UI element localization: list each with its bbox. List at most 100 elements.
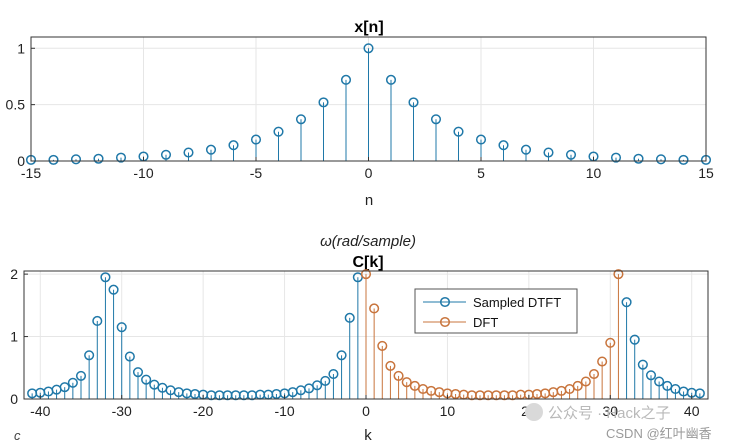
chart1-stem-marker xyxy=(475,134,487,145)
chart2-stem-marker xyxy=(320,375,331,386)
chart2-stem-marker xyxy=(100,272,111,283)
chart2-stem-marker xyxy=(385,360,396,371)
chart2-stem-marker xyxy=(621,297,632,308)
edge-glyph: c xyxy=(14,428,21,443)
chart1-xtick-label: 10 xyxy=(586,165,602,181)
chart1-xtick-label: 5 xyxy=(477,165,485,181)
chart1-stem-marker xyxy=(610,152,622,163)
chart1-xtick-label: -5 xyxy=(250,165,263,181)
chart1-stem-marker xyxy=(498,140,509,151)
chart1-stem-marker xyxy=(633,153,644,164)
chart2-ytick-label: 0 xyxy=(10,391,18,407)
chart2-stem-marker xyxy=(605,337,616,348)
chart2-title: C[k] xyxy=(352,254,383,271)
chart1-stem-marker xyxy=(678,154,689,165)
chart2-xtick-label: -30 xyxy=(112,403,132,419)
chart2-ticks: -40-30-20-10010203040012 xyxy=(10,266,700,419)
chart2-xtick-label: -20 xyxy=(193,403,213,419)
chart2-stem-marker xyxy=(637,359,648,370)
chart2-xtick-label: -10 xyxy=(274,403,294,419)
chart2-stem-marker xyxy=(328,368,339,380)
watermark-logo-icon xyxy=(525,403,543,421)
legend-label-dft: DFT xyxy=(473,315,498,330)
chart1-ytick-label: 1 xyxy=(17,40,25,56)
chart1-stem-marker xyxy=(228,140,239,151)
chart2-xtick-label: 10 xyxy=(440,403,456,419)
chart2-stem-marker xyxy=(84,350,95,361)
chart2-stem-marker xyxy=(393,370,404,381)
chart2-stem-marker xyxy=(141,374,152,385)
legend-marker-dft xyxy=(439,316,451,328)
chart1-stem-marker xyxy=(48,154,59,165)
watermark-line2: CSDN @红叶幽香 xyxy=(606,426,712,441)
chart1-stem-marker xyxy=(385,74,397,85)
chart1-xtick-label: -10 xyxy=(133,165,153,181)
chart2-stem-marker xyxy=(108,284,119,295)
chart1-stem-marker xyxy=(655,154,667,165)
chart1-stem-marker xyxy=(520,144,532,155)
chart2-stem-marker xyxy=(67,377,78,388)
chart2-xtick-label: 40 xyxy=(684,403,700,419)
chart1-stem-marker xyxy=(183,147,194,158)
chart2-stem-marker xyxy=(360,269,372,280)
chart1-stem-marker xyxy=(565,149,577,160)
chart1-stem-marker xyxy=(250,134,262,145)
chart2-marks xyxy=(27,269,705,401)
chart2-stem-marker xyxy=(629,334,640,345)
legend-label-sampled-dtft: Sampled DTFT xyxy=(473,295,561,310)
chart2-stem-marker xyxy=(588,368,600,380)
chart2-stem-marker xyxy=(694,388,705,399)
chart2-stem-marker xyxy=(613,269,624,280)
chart1-stem-marker xyxy=(273,126,284,137)
chart2-stem-marker xyxy=(654,376,665,387)
chart2-pre-title: ω(rad/sample) xyxy=(320,233,416,250)
legend-entry-sampled-dtft: Sampled DTFT xyxy=(423,295,561,310)
chart2-stem-marker xyxy=(580,376,591,387)
chart2-stem-marker xyxy=(369,303,380,314)
chart2-legend: Sampled DTFT DFT xyxy=(414,288,578,334)
chart1-ytick-label: 0.5 xyxy=(6,97,26,113)
watermark: 公众号 · Hack之子 CSDN @红叶幽香 xyxy=(525,403,712,441)
chart2-ytick-label: 1 xyxy=(10,329,18,345)
chart1-stem-marker xyxy=(160,149,172,160)
chart-c-of-k: ω(rad/sample) C[k] -40-30-20-10010203040… xyxy=(10,233,709,443)
chart2-stem-marker xyxy=(336,350,347,361)
chart-x-of-n: x[n] -15 -10 -5 0 5 10 15 0 0.5 1 n xyxy=(6,19,714,209)
chart2-ytick-label: 2 xyxy=(10,266,18,282)
chart1-xtick-label: 0 xyxy=(365,165,373,181)
chart1-xtick-label: -15 xyxy=(21,165,41,181)
chart1-stem-marker xyxy=(453,126,464,137)
chart2-stem-marker xyxy=(597,356,608,367)
chart2-stem-marker xyxy=(124,351,135,362)
chart1-title: x[n] xyxy=(354,19,383,36)
chart1-stem-marker xyxy=(70,154,82,165)
chart1-stem-marker xyxy=(430,114,442,125)
chart2-stem-marker xyxy=(75,370,87,381)
chart1-stem-marker xyxy=(295,114,307,125)
chart1-stem-marker xyxy=(115,152,127,163)
chart1-stem-marker xyxy=(340,74,352,85)
chart1-stem-marker xyxy=(318,97,329,108)
legend-entry-dft: DFT xyxy=(423,315,498,330)
chart1-ticks: -15 -10 -5 0 5 10 15 0 0.5 1 xyxy=(6,40,714,181)
chart1-stem-marker xyxy=(363,43,374,54)
chart2-stem-marker xyxy=(92,315,103,327)
chart2-xlabel: k xyxy=(364,427,372,443)
chart2-stem-marker xyxy=(132,367,144,378)
legend-marker-sampled-dtft xyxy=(439,296,451,308)
chart1-xtick-label: 15 xyxy=(698,165,714,181)
chart1-xlabel: n xyxy=(365,192,373,209)
chart2-stem-marker xyxy=(401,377,412,388)
chart2-series-1 xyxy=(360,269,624,401)
watermark-line1: 公众号 · Hack之子 xyxy=(548,405,671,422)
chart2-xtick-label: 30 xyxy=(602,403,618,419)
chart1-stem-marker xyxy=(408,97,419,108)
chart2-stem-marker xyxy=(572,380,583,391)
chart2-series-0 xyxy=(27,272,705,401)
chart1-stem-marker xyxy=(543,147,554,158)
chart2-stem-marker xyxy=(344,312,355,323)
chart2-xtick-label: -40 xyxy=(30,403,50,419)
chart2-stem-marker xyxy=(377,340,388,351)
chart2-stem-marker xyxy=(312,380,323,391)
